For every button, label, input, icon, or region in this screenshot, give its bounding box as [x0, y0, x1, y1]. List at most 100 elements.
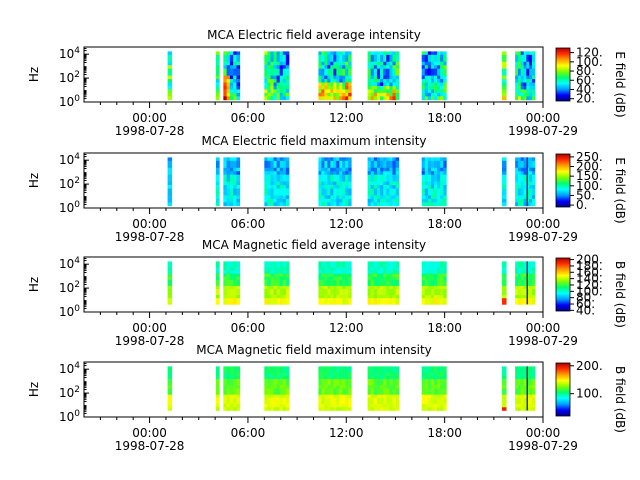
spectrogram-cell	[389, 202, 393, 207]
spectrogram-cell	[437, 75, 441, 80]
spectrogram-cell	[342, 164, 346, 169]
spectrogram-cell	[386, 388, 390, 392]
spectrogram-cell	[515, 276, 519, 281]
spectrogram-cell	[345, 96, 349, 101]
spectrogram-cell	[523, 82, 527, 87]
spectrogram-cell	[389, 378, 393, 383]
spectrogram-cell	[279, 369, 284, 374]
spectrogram-cell	[229, 285, 234, 290]
spectrogram-cell	[430, 202, 435, 207]
spectrogram-cell	[531, 160, 536, 165]
spectrogram-cell	[373, 372, 378, 377]
y-tick-exponent: 0	[74, 200, 80, 210]
spectrogram-cell	[526, 79, 530, 83]
spectrogram-cell	[502, 366, 507, 370]
spectrogram-cell	[433, 96, 438, 101]
spectrogram-cell	[430, 160, 435, 165]
spectrogram-cell	[392, 160, 397, 165]
spectrogram-cell	[215, 96, 220, 101]
spectrogram-cell	[267, 75, 271, 80]
spectrogram-cell	[437, 68, 441, 73]
spectrogram-cell	[529, 195, 533, 200]
spectrogram-cell	[324, 68, 328, 73]
spectrogram-cell	[229, 394, 234, 399]
spectrogram-cell	[233, 282, 237, 287]
spectrogram-cell	[389, 261, 393, 265]
spectrogram-cell	[273, 394, 278, 399]
spectrogram-cell	[531, 54, 536, 59]
x-tick-label: 00:00	[526, 111, 561, 125]
spectrogram-cell	[421, 51, 426, 56]
spectrogram-cell	[215, 404, 220, 408]
spectrogram-cell	[215, 82, 220, 87]
spectrogram-cell	[285, 285, 290, 290]
spectrogram-cell	[327, 391, 331, 396]
spectrogram-cell	[424, 157, 429, 162]
spectrogram-cell	[526, 267, 530, 271]
spectrogram-cell	[336, 378, 340, 383]
spectrogram-cell	[223, 82, 228, 87]
spectrogram-cell	[273, 273, 278, 278]
spectrogram-cell	[270, 51, 274, 56]
spectrogram-cell	[421, 388, 426, 392]
spectrogram-cell	[502, 267, 507, 271]
spectrogram-cell	[273, 372, 278, 377]
spectrogram-cell	[267, 400, 271, 405]
spectrogram-cell	[167, 298, 173, 302]
spectrogram-cell	[430, 181, 435, 186]
spectrogram-cell	[215, 295, 220, 299]
spectrogram-cell	[376, 72, 381, 76]
spectrogram-cell	[226, 160, 231, 165]
spectrogram-cell	[389, 68, 393, 73]
spectrogram-cell	[529, 382, 533, 386]
spectrogram-cell	[367, 157, 372, 162]
x-tick-label: 18:00	[427, 111, 462, 125]
spectrogram-cell	[526, 65, 530, 70]
spectrogram-cell	[226, 397, 231, 402]
spectrogram-cell	[264, 54, 268, 59]
spectrogram-cell	[520, 51, 524, 56]
spectrogram-cell	[336, 273, 340, 278]
spectrogram-cell	[339, 394, 343, 399]
spectrogram-cell	[367, 301, 372, 305]
spectrogram-cell	[433, 279, 438, 284]
spectrogram-cell	[502, 407, 507, 411]
spectrogram-cell	[333, 270, 337, 275]
spectrogram-cell	[345, 273, 349, 278]
spectrogram-cell	[267, 51, 271, 56]
spectrogram-cell	[389, 282, 393, 287]
spectrogram-cell	[282, 51, 287, 56]
spectrogram-cell	[386, 188, 390, 193]
spectrogram-cell	[215, 298, 220, 302]
colorbar-tick-label: 150.	[576, 169, 603, 183]
spectrogram-cell	[515, 202, 519, 207]
spectrogram-cell	[233, 157, 237, 162]
spectrogram-cell	[267, 366, 271, 370]
spectrogram-cell	[395, 282, 400, 287]
spectrogram-cell	[376, 407, 381, 411]
spectrogram-cell	[437, 171, 441, 176]
spectrogram-cell	[523, 397, 527, 402]
spectrogram-cell	[264, 270, 268, 275]
spectrogram-cell	[529, 61, 533, 66]
spectrogram-cell	[321, 51, 325, 56]
spectrogram-cell	[215, 79, 220, 83]
spectrogram-cell	[515, 198, 519, 203]
spectrogram-cell	[430, 282, 435, 287]
spectrogram-cell	[273, 92, 278, 97]
spectrogram-cell	[421, 79, 426, 83]
spectrogram-cell	[327, 72, 331, 76]
spectrogram-cell	[520, 58, 524, 63]
spectrogram-cell	[324, 298, 328, 302]
spectrogram-cell	[430, 288, 435, 293]
spectrogram-cell	[370, 58, 375, 63]
spectrogram-cell	[373, 202, 378, 207]
spectrogram-cell	[430, 68, 435, 73]
spectrogram-cell	[502, 191, 507, 196]
spectrogram-cell	[330, 188, 334, 193]
spectrogram-cell	[318, 82, 322, 87]
spectrogram-cell	[339, 366, 343, 370]
spectrogram-cell	[376, 61, 381, 66]
spectrogram-cell	[330, 79, 334, 83]
spectrogram-cell	[276, 85, 281, 90]
